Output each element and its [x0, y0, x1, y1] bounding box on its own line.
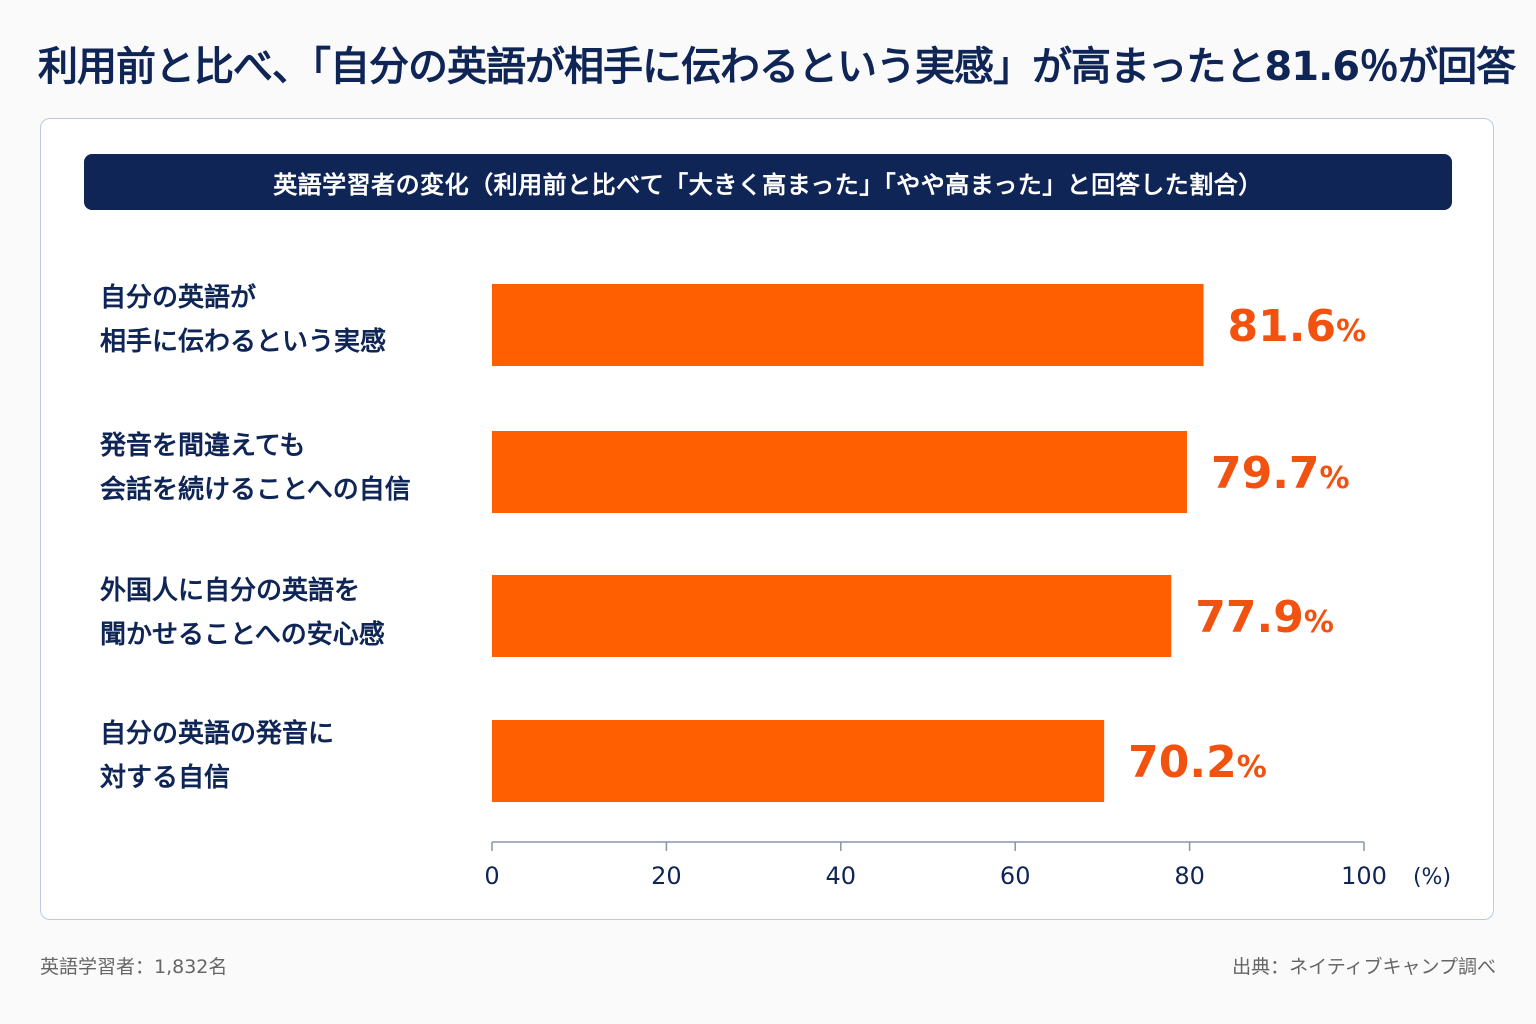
bar-3 [492, 575, 1172, 657]
x-tick-label-60: 60 [1000, 862, 1031, 890]
value-label-2: 79.7% [1211, 448, 1350, 499]
bar-label-4-line-1: 自分の英語の発音に [100, 719, 335, 749]
bar-label-2-line-1: 発音を間違えても [100, 431, 306, 461]
value-label-3: 77.9% [1195, 592, 1334, 643]
x-tick-label-20: 20 [651, 862, 682, 890]
bar-label-1: 自分の英語が 相手に伝わるという実感 [100, 276, 386, 364]
bar-label-4-line-2: 対する自信 [100, 763, 231, 793]
sample-size-note: 英語学習者：1,832名 [40, 956, 228, 978]
x-tick-label-100: 100 [1341, 862, 1387, 890]
bar-label-3-line-2: 聞かせることへの安心感 [100, 620, 385, 650]
x-tick-label-0: 0 [484, 862, 499, 890]
bar-label-1-line-1: 自分の英語が [100, 283, 257, 313]
bar-label-2-line-2: 会話を続けることへの自信 [100, 475, 411, 505]
bar-label-1-line-2: 相手に伝わるという実感 [100, 327, 387, 357]
page-title: 利用前と比べ、「自分の英語が相手に伝わるという実感」が高まったと81.6％が回答 [38, 44, 1516, 90]
bar-1 [492, 284, 1204, 366]
source-note: 出典：ネイティブキャンプ調べ [1232, 956, 1496, 978]
bar-label-3: 外国人に自分の英語を 聞かせることへの安心感 [100, 569, 385, 657]
x-axis-unit-label: (%) [1413, 865, 1451, 890]
bar-label-3-line-1: 外国人に自分の英語を [100, 576, 361, 606]
bar-label-4: 自分の英語の発音に 対する自信 [100, 712, 334, 800]
value-label-1: 81.6% [1228, 301, 1367, 352]
x-tick-label-80: 80 [1174, 862, 1205, 890]
bar-label-2: 発音を間違えても 会話を続けることへの自信 [100, 424, 411, 512]
x-tick-label-40: 40 [826, 862, 857, 890]
bar-4 [492, 720, 1105, 802]
bar-2 [492, 431, 1187, 513]
chart-header: 英語学習者の変化（利用前と比べて「大きく高まった」「やや高まった」と回答した割合… [84, 154, 1452, 210]
value-label-4: 70.2% [1128, 737, 1267, 788]
